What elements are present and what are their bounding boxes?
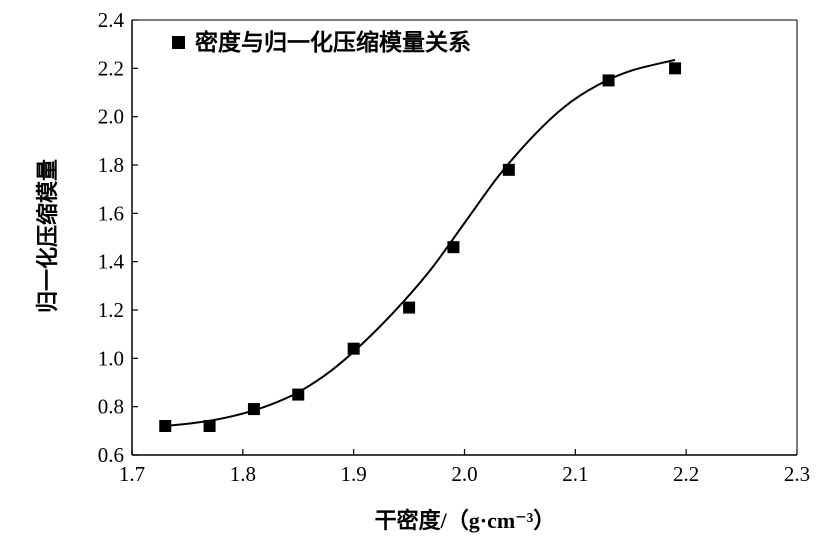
x-tick-label: 2.2: [673, 462, 699, 486]
x-tick-label: 2.1: [562, 462, 588, 486]
legend: 密度与归一化压缩模量关系: [172, 29, 471, 55]
data-point: [502, 163, 515, 176]
y-tick-label: 0.8: [98, 395, 124, 419]
data-point: [347, 342, 360, 355]
y-tick-label: 1.2: [98, 298, 124, 322]
x-tick-label: 1.9: [341, 462, 367, 486]
y-tick-label: 0.6: [98, 443, 124, 467]
y-tick-label: 1.6: [98, 201, 124, 225]
x-tick-label: 1.7: [119, 462, 145, 486]
x-tick-label: 1.8: [230, 462, 256, 486]
legend-label: 密度与归一化压缩模量关系: [195, 29, 471, 55]
data-point: [669, 62, 682, 75]
fit-curve: [165, 58, 676, 427]
y-tick-label: 1.4: [98, 250, 125, 274]
x-tick-label: 2.0: [451, 462, 477, 486]
y-tick-label: 2.0: [98, 105, 124, 129]
data-point: [247, 403, 260, 416]
data-point: [159, 420, 172, 432]
data-point: [292, 388, 305, 401]
data-point: [403, 301, 416, 314]
y-tick-label: 1.8: [98, 153, 124, 177]
y-tick-label: 1.0: [98, 346, 124, 370]
data-point: [602, 74, 615, 87]
data-points: [159, 62, 682, 432]
data-point: [203, 420, 216, 432]
plot-area: [131, 19, 798, 456]
x-axis-title: 干密度/（g·cm⁻³）: [375, 508, 556, 533]
data-point: [447, 241, 460, 254]
x-ticks: 1.7 1.8 1.9 2.0 2.1 2.2 2.3: [119, 449, 810, 486]
legend-marker-square: [172, 36, 185, 49]
x-tick-label: 2.3: [784, 462, 810, 486]
y-ticks: 0.6 0.8 1.0 1.2 1.4 1.6 1.8 2.0 2.2 2.4: [98, 8, 138, 467]
y-tick-label: 2.2: [98, 56, 124, 80]
y-axis-title: 归一化压缩模量: [35, 159, 60, 313]
y-tick-label: 2.4: [98, 8, 125, 32]
